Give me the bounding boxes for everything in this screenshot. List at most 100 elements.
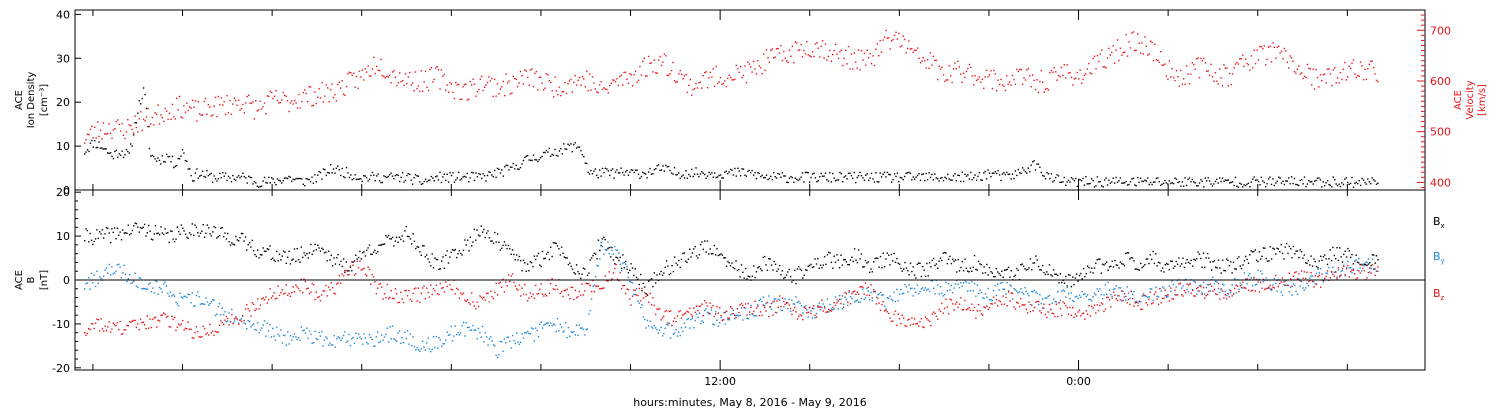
velocity-point (541, 82, 543, 84)
bx-point (1345, 256, 1348, 258)
density-point (755, 177, 758, 180)
by-point (802, 312, 804, 314)
density-point (1354, 182, 1356, 185)
velocity-point (1236, 61, 1238, 64)
bz-point (1307, 281, 1310, 283)
bz-point (739, 304, 741, 306)
bz-point (1055, 303, 1057, 305)
bx-point (126, 232, 128, 234)
by-point (402, 341, 405, 344)
by-point (682, 330, 684, 333)
bx-point (829, 252, 831, 254)
velocity-point (751, 71, 753, 73)
bx-point (1294, 253, 1296, 255)
density-point (1181, 181, 1183, 183)
bz-point (836, 302, 838, 304)
bz-point (214, 330, 217, 333)
bx-point (905, 267, 908, 269)
density-point (1121, 182, 1123, 184)
bz-point (991, 303, 993, 305)
bz-point (163, 312, 165, 314)
bx-point (430, 265, 432, 267)
density-point (1259, 184, 1261, 186)
bz-point (874, 291, 876, 293)
velocity-point (377, 69, 379, 71)
velocity-point (721, 83, 723, 85)
velocity-point (91, 125, 93, 127)
bz-point (1016, 301, 1018, 303)
density-point (1047, 173, 1050, 175)
bz-point (619, 271, 621, 274)
by-point (982, 296, 984, 299)
bx-point (1310, 255, 1312, 257)
bz-point (342, 275, 345, 277)
bz-point (130, 321, 132, 323)
density-point (190, 174, 192, 177)
bz-point (285, 284, 287, 286)
by-point (475, 329, 477, 331)
bz-point (338, 274, 341, 277)
by-point (791, 299, 793, 301)
velocity-point (1175, 70, 1178, 72)
bz-point (1159, 288, 1161, 290)
by-point (1205, 287, 1207, 289)
time-axis-title: hours:minutes, May 8, 2016 - May 9, 2016 (633, 396, 867, 409)
velocity-point (673, 80, 676, 82)
density-point (735, 175, 737, 177)
bz-point (107, 326, 109, 328)
density-point (1257, 180, 1260, 183)
bz-point (724, 311, 726, 314)
density-point (433, 180, 435, 182)
by-point (605, 249, 608, 251)
by-point (1156, 295, 1158, 297)
bz-point (180, 323, 183, 325)
by-point (983, 297, 985, 300)
bz-point (725, 310, 728, 312)
bz-point (680, 317, 683, 319)
bz-point (758, 314, 760, 317)
bx-point (194, 224, 196, 226)
bx-point (393, 245, 395, 247)
bx-point (465, 244, 467, 246)
bz-point (893, 313, 895, 316)
density-point (719, 174, 722, 176)
by-point (145, 288, 147, 290)
bz-point (837, 300, 839, 302)
bz-point (537, 292, 540, 295)
bz-point (473, 305, 476, 307)
by-point (796, 301, 799, 304)
velocity-point (299, 107, 302, 109)
by-point (1239, 282, 1241, 284)
density-point (642, 171, 644, 173)
by-point (1257, 269, 1259, 272)
bz-point (961, 309, 963, 311)
density-point (212, 181, 214, 183)
bx-point (1202, 252, 1205, 254)
velocity-point (750, 66, 752, 68)
density-point (915, 176, 917, 178)
density-point (1039, 166, 1041, 168)
bx-point (779, 264, 781, 267)
by-point (811, 317, 814, 319)
bz-point (492, 297, 495, 300)
density-point (403, 181, 405, 183)
bx-point (535, 258, 537, 261)
bz-point (1110, 306, 1112, 308)
velocity-point (183, 105, 185, 107)
velocity-point (512, 75, 514, 78)
density-point (377, 173, 379, 175)
bz-point (321, 294, 323, 296)
bx-point (466, 239, 469, 241)
by-point (326, 337, 328, 340)
density-point (216, 180, 218, 182)
density-point (311, 176, 313, 178)
density-point (413, 177, 415, 179)
by-point (977, 293, 980, 295)
bx-point (569, 262, 571, 264)
velocity-point (429, 69, 431, 71)
by-point (1251, 284, 1254, 287)
by-point (1260, 270, 1262, 272)
by-point (798, 300, 800, 303)
bx-point (1350, 256, 1352, 259)
velocity-point (114, 128, 116, 130)
